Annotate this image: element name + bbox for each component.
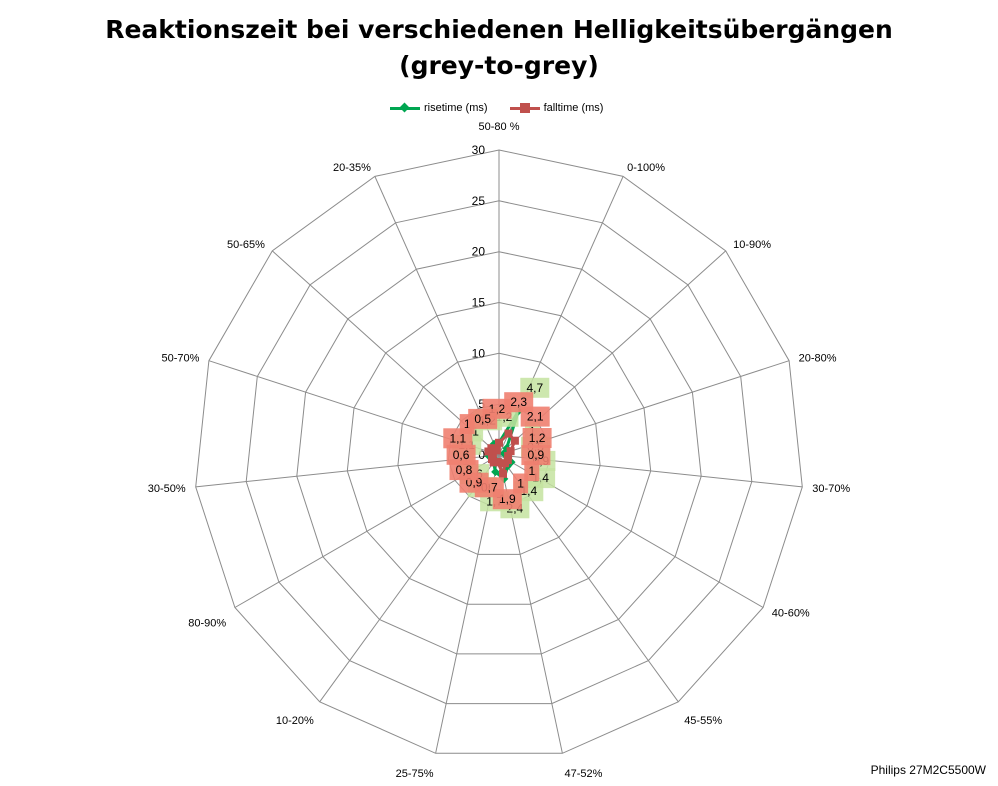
data-label-bg-falltime xyxy=(446,444,476,465)
data-point-falltime xyxy=(492,446,501,455)
grid-ring xyxy=(397,352,601,555)
category-label: 30-50% xyxy=(148,483,186,495)
data-label-falltime: 0,9 xyxy=(528,448,545,462)
data-point-falltime xyxy=(504,429,513,438)
chart-title-line-1: Reaktionszeit bei verschiedenen Helligke… xyxy=(105,15,893,44)
data-point-falltime xyxy=(510,436,519,445)
radial-tick-label: 15 xyxy=(472,296,486,310)
category-label: 40-60% xyxy=(772,608,810,620)
data-label-bg-falltime xyxy=(468,408,498,429)
grid-ring xyxy=(346,301,652,605)
grid-ring xyxy=(195,149,803,754)
data-point-falltime xyxy=(495,438,503,447)
category-label: 47-52% xyxy=(565,768,603,780)
data-label-falltime: 0,8 xyxy=(456,463,473,477)
legend-label-risetime: risetime (ms) xyxy=(424,102,488,114)
data-label-bg-falltime xyxy=(520,406,550,427)
category-label: 45-55% xyxy=(684,715,722,727)
category-label: 30-70% xyxy=(812,483,850,495)
data-point-falltime xyxy=(487,444,496,453)
data-label-bg-falltime xyxy=(449,460,479,481)
data-point-risetime xyxy=(491,467,500,477)
source-note: Philips 27M2C5500W xyxy=(870,763,986,777)
radial-tick-label: 0 xyxy=(478,448,485,462)
legend-swatch-falltime xyxy=(509,102,540,114)
data-label-risetime: 1 xyxy=(472,425,479,439)
category-label: 10-90% xyxy=(733,239,771,251)
category-label: 25-75% xyxy=(396,768,434,780)
radial-tick-labels: 30 25 20 15 10 5 0 xyxy=(472,143,486,462)
grid-ring xyxy=(245,200,753,705)
radial-tick-label: 30 xyxy=(472,143,486,157)
radial-tick-label: 20 xyxy=(472,245,486,259)
data-label-falltime: 0,5 xyxy=(474,412,491,426)
data-label-falltime: 1,1 xyxy=(449,431,466,445)
category-label: 0-100% xyxy=(627,162,665,174)
data-label-falltime: 1 xyxy=(464,417,471,431)
category-label: 20-80% xyxy=(799,353,837,365)
category-label: 50-65% xyxy=(227,239,265,251)
radial-tick-label: 10 xyxy=(472,346,486,360)
radial-tick-label: 5 xyxy=(478,397,485,411)
data-label-falltime: 1 xyxy=(528,464,535,478)
chart-title: Reaktionszeit bei verschiedenen Helligke… xyxy=(0,12,998,84)
data-label-falltime: 1 xyxy=(517,477,524,491)
data-point-falltime xyxy=(499,469,507,478)
radial-tick-label: 25 xyxy=(472,194,486,208)
category-label: 10-20% xyxy=(276,715,314,727)
legend-entry-falltime: falltime (ms) xyxy=(509,102,604,114)
data-label-falltime: 2,1 xyxy=(527,410,544,424)
category-label: 50-70% xyxy=(161,353,199,365)
category-labels: 50-80 % 0-100% 10-90% 20-80% 30-70% 40-60% 45-… xyxy=(148,121,851,780)
data-point-falltime xyxy=(506,447,515,456)
category-label: 80-90% xyxy=(188,618,226,630)
data-label-risetime: 4,7 xyxy=(526,381,543,395)
grid-ring xyxy=(296,251,702,655)
legend-entry-risetime: risetime (ms) xyxy=(390,102,488,114)
grid-spoke xyxy=(374,176,500,456)
legend-label-falltime: falltime (ms) xyxy=(543,102,604,114)
data-point-falltime xyxy=(501,459,509,468)
chart-legend: risetime (ms) falltime (ms) xyxy=(390,102,625,114)
data-label-falltime: 0,6 xyxy=(453,448,470,462)
category-label: 20-35% xyxy=(333,162,371,174)
data-labels: 1,24,710,50,91,41,42,41,70,90,611,111,21… xyxy=(443,377,556,519)
category-label: 50-80 % xyxy=(479,121,520,133)
data-point-falltime xyxy=(488,451,497,460)
data-point-falltime xyxy=(504,452,513,460)
data-label-falltime: 1,2 xyxy=(529,431,546,445)
data-label-bg-falltime xyxy=(522,428,552,448)
data-label-bg-falltime xyxy=(513,473,529,494)
series-layer xyxy=(484,407,523,484)
legend-swatch-risetime xyxy=(390,102,420,114)
grid-spoke xyxy=(234,454,500,608)
chart-title-line-2: (grey-to-grey) xyxy=(399,51,599,80)
data-label-falltime: 2,3 xyxy=(510,395,527,409)
data-label-bg-falltime xyxy=(521,445,551,466)
